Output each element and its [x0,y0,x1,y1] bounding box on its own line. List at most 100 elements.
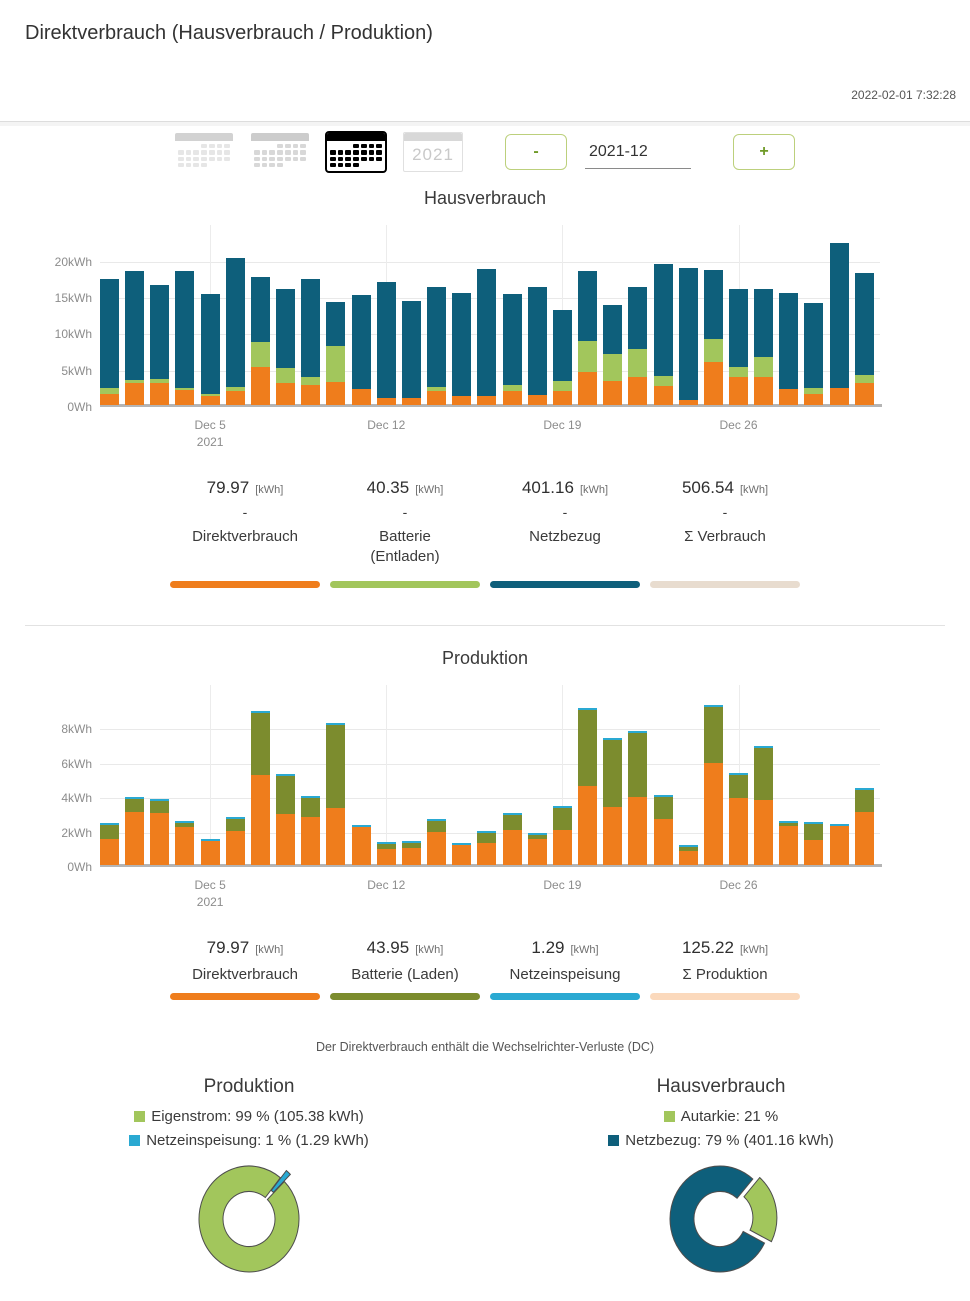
bar-dec-15[interactable] [452,843,472,865]
bar-dec-2[interactable] [125,797,145,865]
bar-dec-31[interactable] [854,272,874,405]
bar-dec-19[interactable] [552,805,572,865]
bar-dec-27[interactable] [754,746,774,865]
bar-dec-14[interactable] [427,819,447,865]
bar-segment-netzbezug [628,287,648,350]
bar-dec-1[interactable] [100,279,119,405]
stat-color-bar [330,993,480,1000]
bar-dec-12[interactable] [376,282,396,405]
bar-dec-7[interactable] [250,710,270,865]
bar-dec-10[interactable] [326,301,346,405]
bar-dec-6[interactable] [225,257,245,405]
bar-segment-batterie-entladen- [427,386,447,392]
bar-dec-17[interactable] [502,812,522,865]
bar-segment-direktverbrauch [401,397,421,405]
bar-dec-31[interactable] [854,788,874,865]
bar-dec-28[interactable] [779,293,799,405]
year-view-icon-header [404,133,462,141]
bar-dec-2[interactable] [125,271,145,405]
donut-slice-eigenstrom[interactable] [198,1165,300,1273]
legend-item[interactable]: Autarkie: 21 % [663,1108,778,1125]
bar-dec-29[interactable] [804,302,824,405]
bar-dec-27[interactable] [754,288,774,405]
bar-dec-16[interactable] [477,268,497,405]
production-donut-chart[interactable] [189,1153,309,1284]
bar-segment-netzbezug [854,272,874,375]
bar-segment-batterie-laden- [527,834,547,840]
legend-item[interactable]: Eigenstrom: 99 % (105.38 kWh) [134,1108,364,1125]
bar-dec-21[interactable] [603,304,623,405]
bar-segment-direktverbrauch [829,388,849,405]
bar-dec-15[interactable] [452,293,472,405]
bar-segment-direktverbrauch [125,812,145,865]
bar-segment-direktverbrauch [703,362,723,405]
bar-segment-direktverbrauch [603,807,623,865]
consumption-donut-chart[interactable] [660,1153,780,1284]
year-view-icon[interactable]: 2021 [403,132,463,172]
bar-dec-26[interactable] [729,772,748,865]
bar-dec-8[interactable] [276,773,296,865]
bar-dec-13[interactable] [401,300,421,405]
bar-dec-22[interactable] [628,730,648,865]
bar-dec-29[interactable] [804,821,824,865]
bar-dec-26[interactable] [729,288,748,405]
bar-dec-19[interactable] [552,309,572,405]
calendar-cell [338,144,344,148]
bar-dec-25[interactable] [703,704,723,865]
bar-dec-3[interactable] [150,799,170,865]
bar-dec-24[interactable] [678,845,698,865]
bar-dec-18[interactable] [527,287,547,405]
bar-dec-25[interactable] [703,270,723,405]
bar-dec-10[interactable] [326,723,346,865]
bar-dec-11[interactable] [351,825,371,865]
period-input[interactable] [585,135,691,169]
bar-dec-17[interactable] [502,294,522,405]
bar-dec-14[interactable] [427,286,447,405]
donut-slice-netzeinspeisung[interactable] [270,1169,292,1194]
bar-dec-24[interactable] [678,267,698,405]
bar-dec-23[interactable] [653,794,673,865]
bar-dec-11[interactable] [351,294,371,405]
donut-slice-netzbezug[interactable] [669,1165,766,1273]
bar-dec-4[interactable] [175,270,195,405]
bar-dec-28[interactable] [779,820,799,865]
consumption-summary-title: Hausverbrauch [656,1076,786,1097]
bar-dec-12[interactable] [376,842,396,865]
bar-segment-batterie-laden- [653,796,673,820]
calendar-cell [209,163,215,167]
bar-dec-18[interactable] [527,832,547,865]
donut-slice-autarkie[interactable] [743,1176,778,1243]
bar-dec-16[interactable] [477,830,497,865]
previous-period-button[interactable]: - [505,134,567,170]
next-period-button[interactable]: + [733,134,795,170]
bar-dec-7[interactable] [250,276,270,405]
bar-dec-22[interactable] [628,287,648,405]
calendar-cell [185,162,192,167]
bar-dec-4[interactable] [175,820,195,865]
month-view-icon-active[interactable] [325,131,387,173]
bar-segment-direktverbrauch [829,825,849,865]
day-view-icon[interactable] [175,133,233,171]
bar-dec-1[interactable] [100,822,119,865]
bar-dec-9[interactable] [301,278,321,405]
bar-dec-23[interactable] [653,263,673,405]
bar-dec-9[interactable] [301,795,321,865]
bar-dec-20[interactable] [578,708,598,865]
last-update-timestamp: 2022-02-01 7:32:28 [851,88,956,102]
bar-segment-direktverbrauch [628,797,648,865]
bar-dec-3[interactable] [150,284,170,405]
legend-item[interactable]: Netzbezug: 79 % (401.16 kWh) [608,1132,834,1149]
legend-item[interactable]: Netzeinspeisung: 1 % (1.29 kWh) [129,1132,369,1149]
bar-dec-30[interactable] [829,823,849,865]
bar-dec-21[interactable] [603,737,623,865]
bar-dec-8[interactable] [276,288,296,405]
bar-dec-13[interactable] [401,840,421,865]
bar-segment-netzbezug [552,309,572,382]
bar-dec-5[interactable] [200,294,220,405]
bar-dec-6[interactable] [225,816,245,865]
bar-dec-30[interactable] [829,243,849,405]
bar-dec-5[interactable] [200,838,220,865]
week-view-icon[interactable] [251,133,309,171]
bar-dec-20[interactable] [578,271,598,405]
bar-segment-netzbezug [301,278,321,378]
